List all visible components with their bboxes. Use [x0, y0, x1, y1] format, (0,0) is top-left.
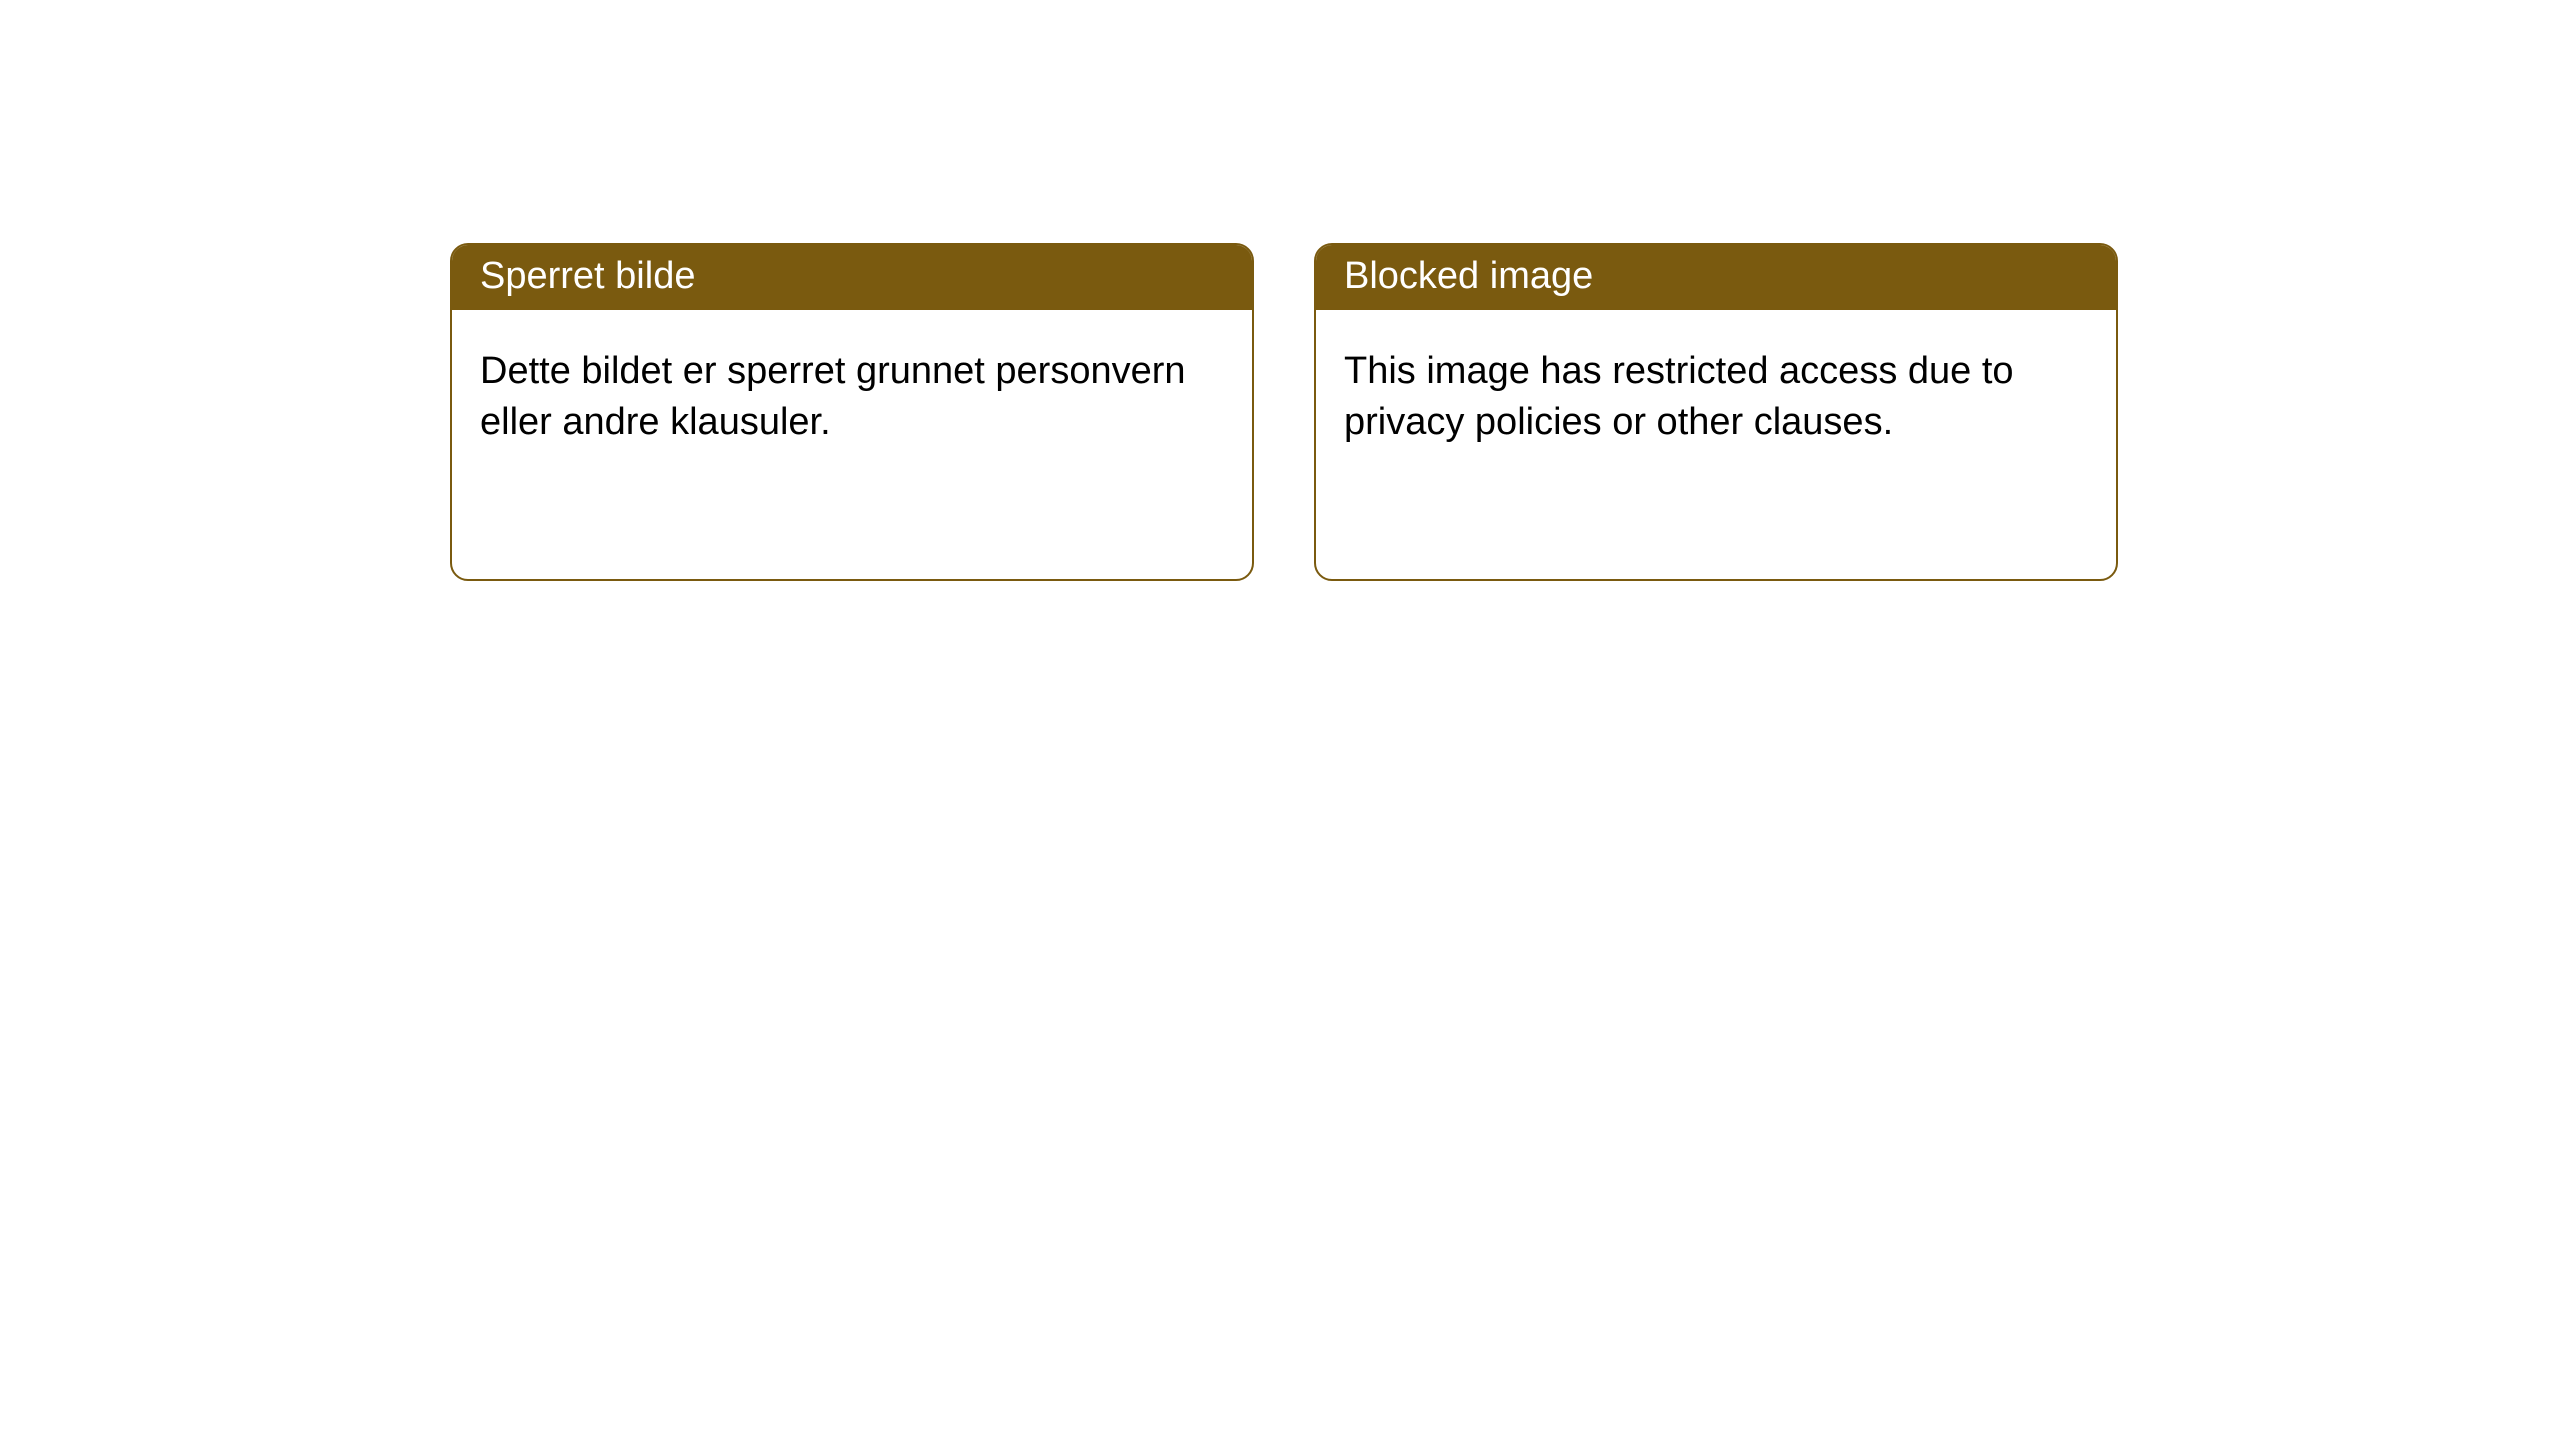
notice-title-norwegian: Sperret bilde: [452, 245, 1252, 310]
notice-box-norwegian: Sperret bilde Dette bildet er sperret gr…: [450, 243, 1254, 581]
notice-box-english: Blocked image This image has restricted …: [1314, 243, 2118, 581]
notice-container: Sperret bilde Dette bildet er sperret gr…: [450, 243, 2560, 581]
notice-body-norwegian: Dette bildet er sperret grunnet personve…: [452, 310, 1252, 477]
notice-body-english: This image has restricted access due to …: [1316, 310, 2116, 477]
notice-title-english: Blocked image: [1316, 245, 2116, 310]
